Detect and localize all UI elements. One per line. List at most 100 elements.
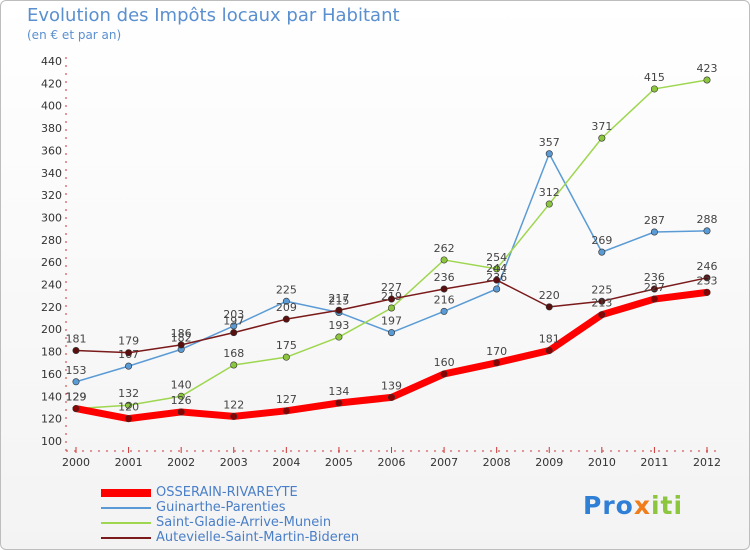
- data-label: 225: [591, 283, 612, 296]
- y-tick-label: 200: [41, 323, 62, 336]
- data-label: 357: [539, 136, 560, 149]
- data-label: 129: [66, 391, 87, 404]
- y-tick-label: 440: [41, 55, 62, 68]
- data-label: 236: [434, 271, 455, 284]
- y-tick-label: 320: [41, 189, 62, 202]
- data-label: 122: [223, 398, 244, 411]
- data-label: 209: [276, 301, 297, 314]
- data-label: 197: [381, 315, 402, 328]
- data-point: [282, 407, 290, 415]
- data-point: [493, 359, 501, 367]
- data-point: [177, 408, 185, 416]
- data-point: [387, 393, 395, 401]
- data-point: [230, 361, 238, 369]
- y-tick-label: 260: [41, 256, 62, 269]
- data-label: 129: [66, 391, 87, 404]
- legend-label: OSSERAIN-RIVAREYTE: [156, 485, 298, 500]
- data-label: 181: [539, 332, 560, 345]
- data-label: 132: [118, 387, 139, 400]
- chart-title: Evolution des Impôts locaux par Habitant: [27, 5, 400, 26]
- data-point: [125, 415, 133, 423]
- data-label: 225: [276, 283, 297, 296]
- data-point: [177, 392, 185, 400]
- y-tick-label: 160: [41, 368, 62, 381]
- data-point: [72, 405, 80, 413]
- x-tick-label: 2003: [220, 456, 248, 469]
- data-point: [282, 315, 290, 323]
- data-point: [440, 307, 448, 315]
- data-label: 160: [434, 356, 455, 369]
- data-label: 127: [276, 393, 297, 406]
- data-point: [703, 274, 711, 282]
- data-point: [598, 297, 606, 305]
- data-point: [335, 306, 343, 314]
- x-tick-label: 2001: [115, 456, 143, 469]
- data-point: [703, 76, 711, 84]
- data-label: 269: [591, 234, 612, 247]
- data-label: 215: [328, 294, 349, 307]
- y-tick-label: 420: [41, 77, 62, 90]
- x-tick-label: 2009: [535, 456, 563, 469]
- data-label: 153: [66, 364, 87, 377]
- data-point: [598, 248, 606, 256]
- legend-swatch: [101, 537, 151, 539]
- data-point: [125, 401, 133, 409]
- data-point: [230, 329, 238, 337]
- data-point: [282, 297, 290, 305]
- data-point: [650, 295, 658, 303]
- data-point: [545, 200, 553, 208]
- data-point: [387, 295, 395, 303]
- data-point: [545, 150, 553, 158]
- data-label: 126: [171, 394, 192, 407]
- data-label: 227: [644, 281, 665, 294]
- data-label: 217: [328, 292, 349, 305]
- x-tick-label: 2007: [430, 456, 458, 469]
- data-label: 423: [697, 62, 718, 75]
- data-point: [598, 311, 606, 319]
- data-point: [282, 353, 290, 361]
- legend-swatch: [101, 507, 151, 509]
- data-point: [440, 285, 448, 293]
- data-label: 244: [486, 262, 507, 275]
- legend-label: Guinarthe-Parenties: [156, 500, 286, 515]
- data-label: 203: [223, 308, 244, 321]
- series-line: [75, 153, 708, 383]
- data-label: 287: [644, 214, 665, 227]
- x-tick-label: 2010: [588, 456, 616, 469]
- data-label: 236: [644, 271, 665, 284]
- legend-swatch: [101, 522, 151, 524]
- data-point: [440, 256, 448, 264]
- y-tick-label: 140: [41, 390, 62, 403]
- y-tick-label: 340: [41, 167, 62, 180]
- x-tick-label: 2008: [483, 456, 511, 469]
- data-point: [72, 346, 80, 354]
- data-point: [335, 333, 343, 341]
- data-label: 139: [381, 379, 402, 392]
- data-label: 246: [697, 260, 718, 273]
- data-point: [387, 304, 395, 312]
- y-tick-label: 100: [41, 435, 62, 448]
- x-tick-label: 2012: [693, 456, 721, 469]
- data-label: 213: [591, 297, 612, 310]
- data-point: [387, 329, 395, 337]
- x-tick-label: 2002: [167, 456, 195, 469]
- legend-label: Autevielle-Saint-Martin-Bideren: [156, 530, 360, 545]
- data-label: 186: [171, 327, 192, 340]
- data-label: 220: [539, 289, 560, 302]
- data-label: 179: [118, 335, 139, 348]
- chart-subtitle: (en € et par an): [27, 28, 122, 42]
- data-point: [650, 85, 658, 93]
- x-tick-label: 2000: [62, 456, 90, 469]
- y-tick-label: 120: [41, 413, 62, 426]
- data-point: [230, 412, 238, 420]
- y-tick-label: 240: [41, 279, 62, 292]
- data-point: [650, 285, 658, 293]
- data-point: [440, 370, 448, 378]
- data-label: 312: [539, 186, 560, 199]
- data-point: [493, 285, 501, 293]
- data-label: 415: [644, 71, 665, 84]
- y-tick-label: 360: [41, 144, 62, 157]
- data-label: 175: [276, 339, 297, 352]
